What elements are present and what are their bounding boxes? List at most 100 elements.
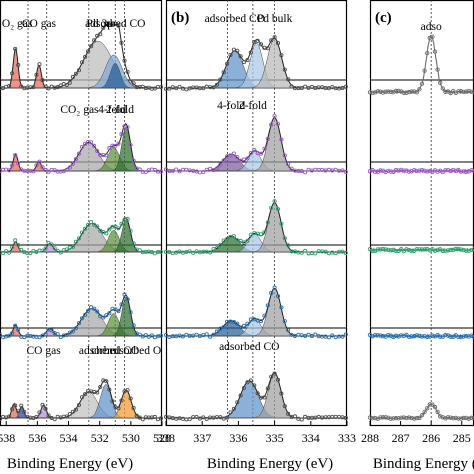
panel-c-data-point [386, 89, 391, 94]
panel-c-data-point [388, 416, 393, 421]
panel-a-data-point [16, 242, 21, 248]
panel-a-fit-envelope [0, 123, 162, 172]
panel-a-data-point [137, 248, 142, 253]
panel-b-data-point [265, 220, 270, 225]
panel-a-annotation: O₂ gas [2, 18, 33, 30]
panel-b-data-point [201, 86, 206, 91]
panel-b-data-point [194, 249, 199, 254]
panel-a-data-point [67, 165, 72, 170]
panel-a-data-point [13, 238, 18, 243]
panel-b-data-point [204, 416, 209, 421]
panel-b-data-point [320, 249, 325, 254]
panel-a-data-point [95, 33, 100, 38]
panel-b-annotation: 4-fold [217, 100, 245, 112]
panel-b-data-point [170, 168, 175, 173]
panel-a-annotation: Pd 3p [86, 18, 113, 30]
panel-a-data-point [83, 312, 88, 318]
panel-c-data-point [443, 248, 448, 254]
panel-b-data-point [218, 242, 223, 247]
panel-b-data-point [269, 291, 274, 296]
panel-a-data-point [64, 167, 69, 172]
panel-c-data-point [432, 49, 438, 54]
panel-c-data-point [461, 89, 466, 95]
panel-a-annotation: chemisorbed O [91, 345, 161, 357]
panel-c-data-point [370, 248, 375, 254]
panel-b-data-point [320, 334, 325, 339]
panel-b-data-point [289, 84, 294, 89]
panel-a-annotation: adsorbed CO [85, 18, 145, 30]
panel-c-data-point [399, 333, 404, 338]
panel-a-data-point [86, 308, 91, 313]
panel-c-data-point [412, 167, 417, 173]
panel-b-data-point [272, 285, 277, 290]
panel-b-data-point [279, 391, 284, 396]
panel-c-data-point [404, 247, 409, 252]
panel-a-data-point [122, 292, 127, 297]
panel-a-data-point [64, 332, 69, 337]
panel-a-data-point [55, 248, 60, 253]
panel-a-data-point [16, 161, 21, 166]
panel-b-data-point [330, 85, 335, 90]
panel-a-data-point [128, 310, 133, 315]
panel-a-data-point [119, 302, 124, 307]
panel-b-data-point [245, 156, 250, 161]
panel-c-data-point [401, 168, 406, 173]
panel-b-data-point [330, 250, 335, 255]
panel-c-data-point [414, 246, 419, 252]
panel-b-data-point [286, 328, 291, 333]
panel-b-data-point [214, 166, 219, 171]
panel-c-data-point [401, 90, 406, 96]
panel-c-data-point [380, 415, 386, 420]
panel-c-data-point [417, 87, 422, 92]
panel-a-data-point [19, 84, 24, 89]
panel-b-data-point [248, 232, 253, 237]
panel-b-data-point [252, 40, 257, 45]
panel-a-data-point [13, 46, 18, 51]
panel-a-data-point [104, 379, 109, 384]
panel-b-data-point [245, 58, 250, 63]
panel-b-data-point [269, 38, 274, 43]
panel-a-data-point [70, 161, 75, 166]
panel-a-data-point [79, 230, 85, 235]
panel-c-data-point [425, 406, 430, 411]
panel-b-data-point [330, 333, 335, 338]
panel-a-data-point [89, 44, 94, 49]
panel-a-data-point [7, 250, 12, 255]
panel-c-data-point [425, 334, 430, 340]
panel-a-data-point [95, 224, 100, 229]
panel-b-data-point [299, 250, 304, 255]
panel-c-data-point [448, 168, 453, 174]
panel-c-data-point [425, 50, 430, 56]
panel-c-data-point [409, 334, 414, 339]
panel-b-data-point [289, 332, 294, 337]
panel-a-data-point [34, 415, 39, 420]
panel-c-data-point [378, 168, 383, 173]
panel-c-data-point [435, 409, 440, 415]
panel-a-data-point [64, 247, 69, 252]
panel-c-data-point [430, 402, 435, 407]
panel-c-data-point [396, 168, 401, 173]
panel-b-data-point [163, 332, 169, 338]
panel-b-data-point [187, 249, 192, 254]
panel-c-data-point [427, 168, 432, 174]
panel-c-data-point [464, 89, 469, 94]
panel-b-data-point [258, 232, 264, 237]
panel-b-data-point [275, 377, 281, 382]
panel-c-data-point [425, 169, 430, 174]
panel-b-xlabel: Binding Energy (eV) [207, 456, 333, 472]
panel-a-annotation: CO₂ gas [60, 104, 99, 116]
panel-b-tick-label: 337 [193, 431, 211, 445]
panel-a-data-point [46, 86, 51, 91]
panel-a-data-point [119, 221, 124, 226]
panel-c-data-point [466, 248, 471, 254]
panel-b-data-point [187, 417, 192, 422]
panel-c-frame [369, 0, 474, 427]
panel-b-data-point [262, 146, 267, 151]
panel-a-data-point [76, 68, 82, 73]
panel-a-data-point [128, 396, 133, 401]
panel-a-data-point [19, 403, 24, 408]
panel-c-data-point [456, 246, 461, 252]
panel-a-data-point [95, 309, 100, 314]
panel-c-data-point [419, 167, 425, 173]
